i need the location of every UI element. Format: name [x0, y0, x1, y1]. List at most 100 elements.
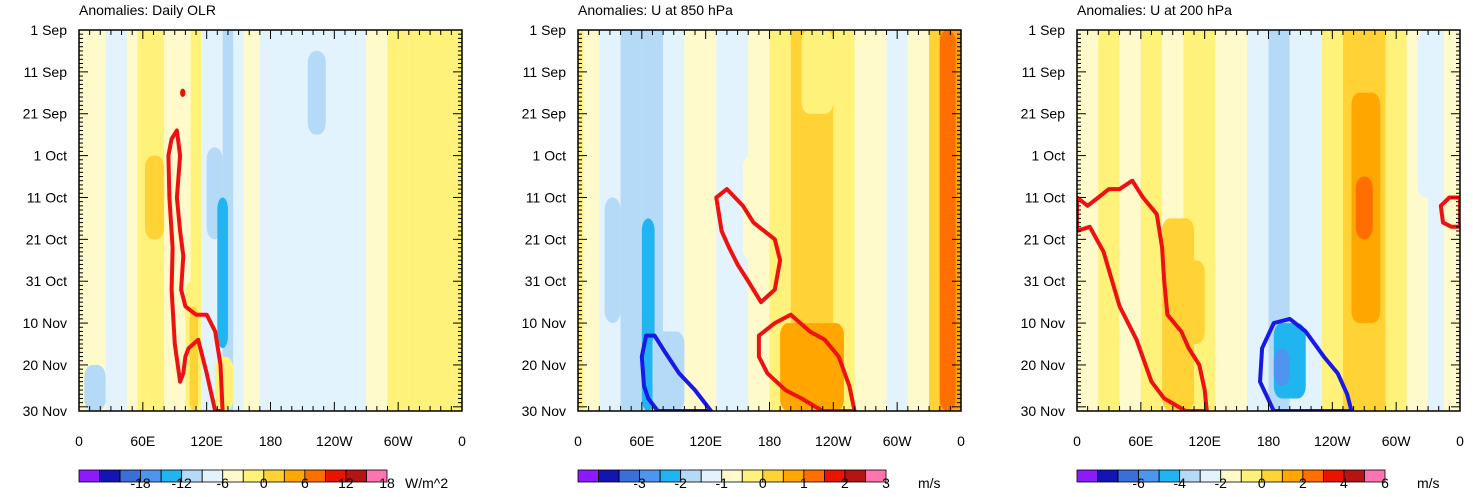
anomaly-patch [939, 30, 956, 411]
y-tick-label: 21 Sep [23, 106, 68, 122]
anomaly-band [583, 30, 600, 411]
x-tick-label: 180 [259, 433, 283, 449]
x-tick-label: 180 [1257, 433, 1281, 449]
anomaly-patch [142, 30, 156, 156]
anomaly-patch [1273, 348, 1290, 386]
colorbar-units: m/s [1417, 475, 1440, 491]
y-tick-label: 1 Oct [533, 148, 567, 164]
y-tick-label: 11 Sep [1022, 64, 1066, 80]
plot-area [79, 30, 462, 411]
anomaly-band [1247, 30, 1269, 411]
red-contour [1438, 195, 1460, 229]
colorbar-label: 0 [260, 475, 268, 491]
y-tick-label: 1 Sep [1028, 22, 1065, 38]
y-tick-label: 21 Sep [1021, 106, 1066, 122]
anomaly-patch [217, 197, 228, 349]
x-tick-label: 60E [629, 433, 654, 449]
anomaly-band [1444, 30, 1460, 411]
anomaly-patch [1355, 176, 1373, 240]
colorbar-swatch [99, 469, 121, 483]
anomaly-patch [801, 30, 834, 114]
anomaly-band [259, 30, 292, 411]
x-tick-label: 0 [574, 433, 582, 449]
panel-title: Anomalies: Daily OLR [79, 2, 216, 18]
colorbar-label: 6 [1381, 475, 1389, 491]
colorbar-label: 0 [1258, 475, 1266, 491]
anomaly-band [323, 30, 345, 411]
panel-u850: Anomalies: U at 850 hPa 0 60E 120E 180 120W 6… [522, 2, 965, 491]
y-tick-label: 31 Oct [525, 273, 566, 289]
anomaly-patch [84, 364, 106, 411]
y-tick-label: 31 Oct [26, 273, 67, 289]
anomaly-band [1119, 30, 1141, 411]
anomaly-patch [604, 197, 621, 324]
anomaly-band [1140, 30, 1163, 411]
x-tick-label: 0 [75, 433, 83, 449]
anomaly-band [137, 30, 149, 411]
anomaly-patch [652, 331, 685, 411]
panel-title: Anomalies: U at 850 hPa [578, 2, 733, 18]
colorbar-label: 4 [1340, 475, 1348, 491]
anomaly-patch [742, 155, 759, 261]
x-tick-label: 0 [458, 433, 466, 449]
x-tick-label: 0 [1456, 433, 1464, 449]
y-tick-label: 1 Oct [1032, 148, 1066, 164]
colorbar-swatch [1097, 469, 1119, 483]
y-tick-label: 21 Oct [1024, 231, 1065, 247]
y-tick-label: 11 Oct [27, 189, 67, 205]
y-tick-label: 21 Sep [522, 106, 567, 122]
anomaly-band [833, 30, 855, 411]
x-tick-label: 0 [957, 433, 965, 449]
anomaly-band [366, 30, 388, 411]
red-contour [1077, 178, 1209, 411]
colorbar-swatch [1076, 469, 1098, 483]
anomaly-patch [641, 218, 655, 411]
y-tick-label: 11 Oct [1025, 189, 1065, 205]
anomaly-patch [1183, 260, 1205, 345]
anomaly-band [408, 30, 462, 411]
red-contour [166, 128, 225, 411]
anomaly-band [1098, 30, 1120, 411]
x-tick-label: 120E [190, 433, 223, 449]
x-tick-label: 120E [689, 433, 722, 449]
y-tick-label: 1 Sep [529, 22, 566, 38]
anomaly-band [126, 30, 138, 411]
colorbar-swatch [598, 469, 620, 483]
y-tick-label: 1 Sep [30, 22, 67, 38]
x-tick-label: 60E [1128, 433, 1153, 449]
colorbar-label: -12 [172, 475, 192, 491]
anomaly-band [663, 30, 685, 411]
panel-u200: Anomalies: U at 200 hPa 0 60E 120E 180 120W 6… [1021, 2, 1464, 491]
x-tick-label: 180 [758, 433, 782, 449]
x-tick-label: 60E [130, 433, 155, 449]
anomaly-band [190, 30, 202, 411]
anomaly-band [387, 30, 409, 411]
anomaly-band [79, 30, 106, 411]
anomaly-band [1077, 30, 1099, 411]
anomaly-patch [1417, 30, 1439, 198]
colorbar-label: 18 [379, 475, 395, 491]
colorbar-swatch [366, 469, 388, 483]
x-tick-label: 60W [883, 433, 913, 449]
anomaly-band [1215, 30, 1248, 411]
y-tick-label: 31 Oct [1024, 273, 1065, 289]
colorbar-units: m/s [918, 475, 941, 491]
y-tick-label: 20 Nov [522, 357, 566, 373]
anomaly-band [105, 30, 117, 411]
colorbar-label: 1 [800, 475, 808, 491]
plot-area [1077, 30, 1460, 411]
colorbar-label: 0 [759, 475, 767, 491]
y-tick-label: 21 Oct [26, 231, 67, 247]
anomaly-patch [180, 88, 186, 97]
x-tick-label: 120E [1188, 433, 1221, 449]
colorbar-units: W/m^2 [405, 475, 448, 491]
colorbar-label: -4 [1173, 475, 1186, 491]
colorbar-label: -3 [633, 475, 646, 491]
y-tick-label: 30 Nov [522, 403, 566, 419]
y-tick-label: 30 Nov [1021, 403, 1065, 419]
anomaly-patch [144, 155, 165, 240]
anomaly-patch [189, 306, 199, 411]
colorbar-label: 2 [841, 475, 849, 491]
anomaly-band [854, 30, 887, 411]
colorbar-label: 6 [301, 475, 309, 491]
